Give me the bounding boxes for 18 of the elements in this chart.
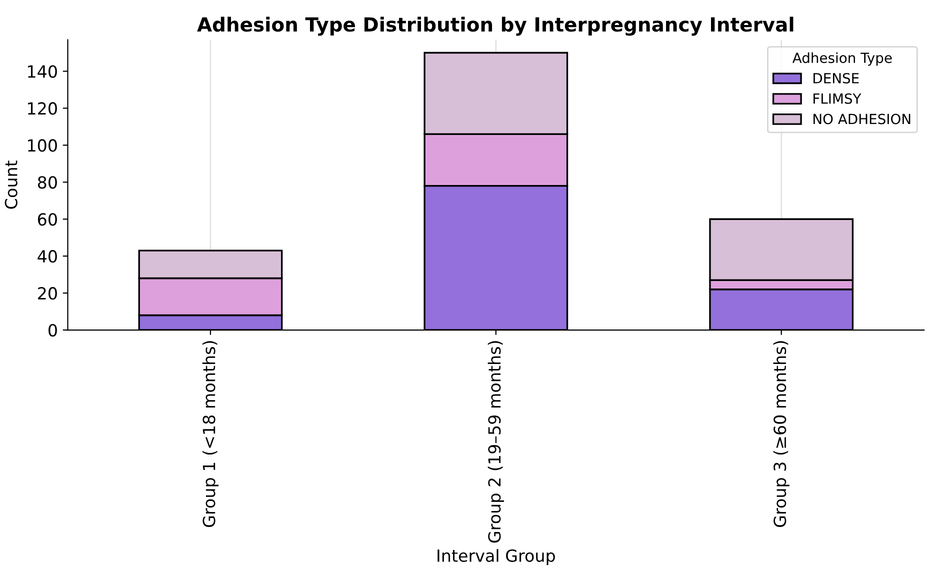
legend-title: Adhesion Type xyxy=(792,52,892,66)
y-tick-label: 100 xyxy=(28,139,57,152)
y-tick-label: 0 xyxy=(48,324,57,337)
chart-title: Adhesion Type Distribution by Interpregnancy Interval xyxy=(197,16,794,36)
y-tick-label: 80 xyxy=(38,176,57,189)
y-tick-label: 140 xyxy=(28,65,57,78)
y-axis-title: Count xyxy=(4,160,18,209)
y-tick-label: 120 xyxy=(28,102,57,115)
x-tick-label: Group 2 (19–59 months) xyxy=(488,341,504,543)
y-tick-label: 20 xyxy=(38,287,57,300)
y-tick-label: 60 xyxy=(38,213,57,226)
legend-label: NO ADHESION xyxy=(814,114,910,124)
x-tick-label: Group 1 (<18 months) xyxy=(202,341,219,527)
x-tick-label: Group 3 (≥60 months) xyxy=(773,341,790,527)
legend-label: DENSE xyxy=(814,72,859,84)
y-tick-label: 40 xyxy=(38,250,57,263)
legend-label: FLIMSY xyxy=(814,93,862,104)
x-axis-title: Interval Group xyxy=(438,549,555,566)
